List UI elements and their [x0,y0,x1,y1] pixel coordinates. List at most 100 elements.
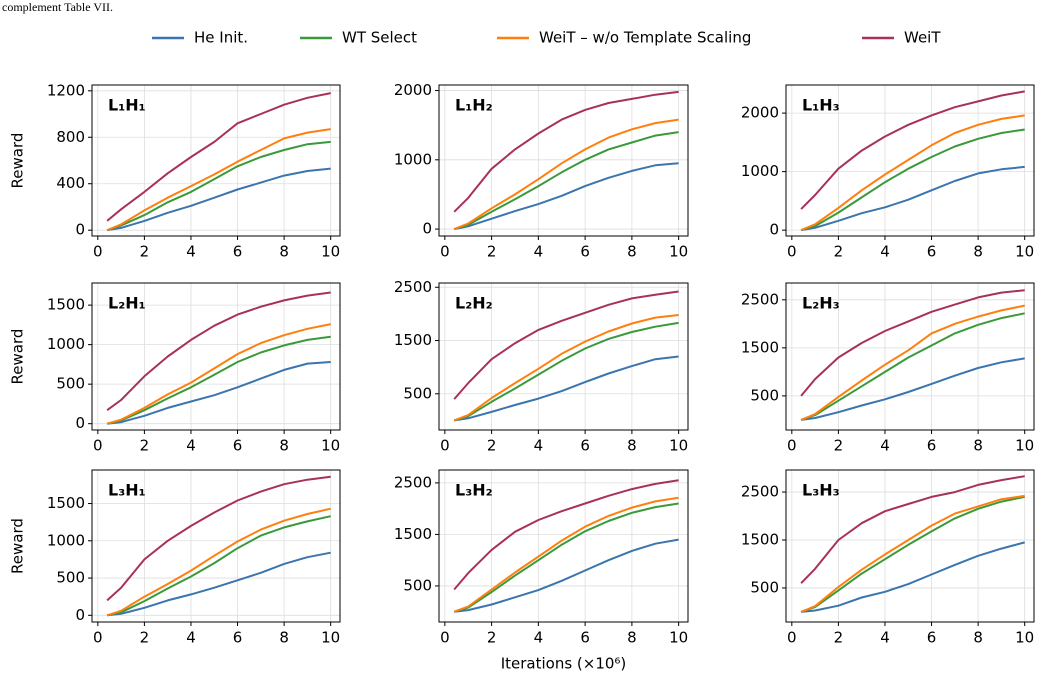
series-line [106,323,331,425]
y-tick-label: 2000 [394,81,432,99]
x-tick-label: 8 [279,437,289,455]
x-tick-label: 6 [927,437,937,455]
x-tick-label: 2 [487,243,497,261]
plot-frame [438,282,689,431]
y-tick-label: 1000 [47,531,85,549]
series-line [454,162,679,231]
x-tick-label: 10 [669,243,688,261]
series-line [106,361,331,425]
x-tick-label: 8 [627,437,637,455]
y-tick-label: 1500 [394,525,432,543]
y-tick-label: 1500 [741,338,779,356]
x-tick-label: 0 [93,243,103,261]
x-tick-label: 4 [880,437,890,455]
series-line [106,551,331,617]
x-tick-label: 6 [580,437,590,455]
series-line [453,321,679,422]
x-tick-label: 4 [534,629,544,647]
plot-frame [785,282,1035,431]
series-line [106,515,331,617]
y-tick-label: 2500 [741,290,779,308]
series-line [106,475,331,602]
x-tick-label: 0 [787,243,797,261]
series-line [800,289,1025,397]
plot-frame [91,282,341,431]
y-tick-label: 0 [75,221,85,239]
subplot-title: L₁H₁ [108,96,146,115]
series-line [453,118,679,231]
x-tick-label: 2 [834,629,844,647]
plot-frame [785,84,1035,237]
subplot-title: L₁H₃ [802,96,840,115]
y-tick-label: 500 [750,578,779,596]
x-tick-label: 0 [440,437,450,455]
y-tick-label: 2500 [394,278,432,296]
y-tick-label: 1500 [47,296,85,314]
y-tick-label: 0 [75,606,85,624]
x-tick-label: 2 [140,437,150,455]
x-tick-label: 0 [440,629,450,647]
series-line [800,494,1025,613]
x-tick-label: 2 [487,629,497,647]
series-line [106,140,331,232]
plot-frame [438,84,689,237]
x-tick-label: 10 [321,629,340,647]
y-tick-label: 0 [422,220,432,238]
y-tick-label: 500 [56,375,85,393]
x-tick-label: 4 [880,243,890,261]
series-line [453,314,679,422]
x-tick-label: 4 [186,437,196,455]
legend-label: WeiT – w/o Template Scaling [539,29,751,47]
series-line [453,496,679,613]
y-tick-label: 1500 [394,331,432,349]
series-line [800,475,1025,584]
x-tick-label: 0 [93,629,103,647]
y-tick-label: 500 [56,569,85,587]
x-tick-label: 8 [973,629,983,647]
legend-label: WT Select [342,29,417,47]
x-tick-label: 10 [321,437,340,455]
x-tick-label: 10 [1015,243,1034,261]
x-tick-label: 10 [669,629,688,647]
series-line [106,92,331,222]
x-tick-label: 8 [973,437,983,455]
x-tick-label: 4 [186,243,196,261]
x-tick-label: 6 [580,243,590,261]
subplot-title: L₃H₁ [108,481,146,500]
y-tick-label: 2500 [394,473,432,491]
series-line [800,357,1025,421]
x-tick-label: 4 [880,629,890,647]
x-tick-label: 8 [279,629,289,647]
y-tick-label: 500 [750,386,779,404]
x-tick-label: 6 [927,629,937,647]
subplot-title: L₃H₂ [455,481,493,500]
series-line [453,131,679,231]
x-tick-label: 8 [627,243,637,261]
series-line [800,495,1025,613]
x-tick-label: 10 [1015,437,1034,455]
x-tick-label: 6 [927,243,937,261]
subplot-title: L₃H₃ [802,481,840,500]
x-tick-label: 4 [534,243,544,261]
x-tick-label: 8 [973,243,983,261]
y-axis-label: Reward [9,518,27,574]
series-line [454,538,679,613]
x-tick-label: 2 [140,629,150,647]
x-tick-label: 2 [834,437,844,455]
series-line [106,507,331,617]
y-tick-label: 500 [403,384,432,402]
series-line [800,312,1025,421]
x-tick-label: 2 [140,243,150,261]
series-line [106,128,331,232]
plot-frame [91,84,341,237]
y-tick-label: 1500 [47,494,85,512]
x-tick-label: 6 [233,437,243,455]
series-line [800,90,1025,210]
series-line [453,479,679,591]
y-axis-label: Reward [9,133,27,189]
series-line [800,165,1025,232]
subplot-title: L₂H₂ [455,294,493,313]
x-tick-label: 10 [321,243,340,261]
series-line [800,114,1025,232]
